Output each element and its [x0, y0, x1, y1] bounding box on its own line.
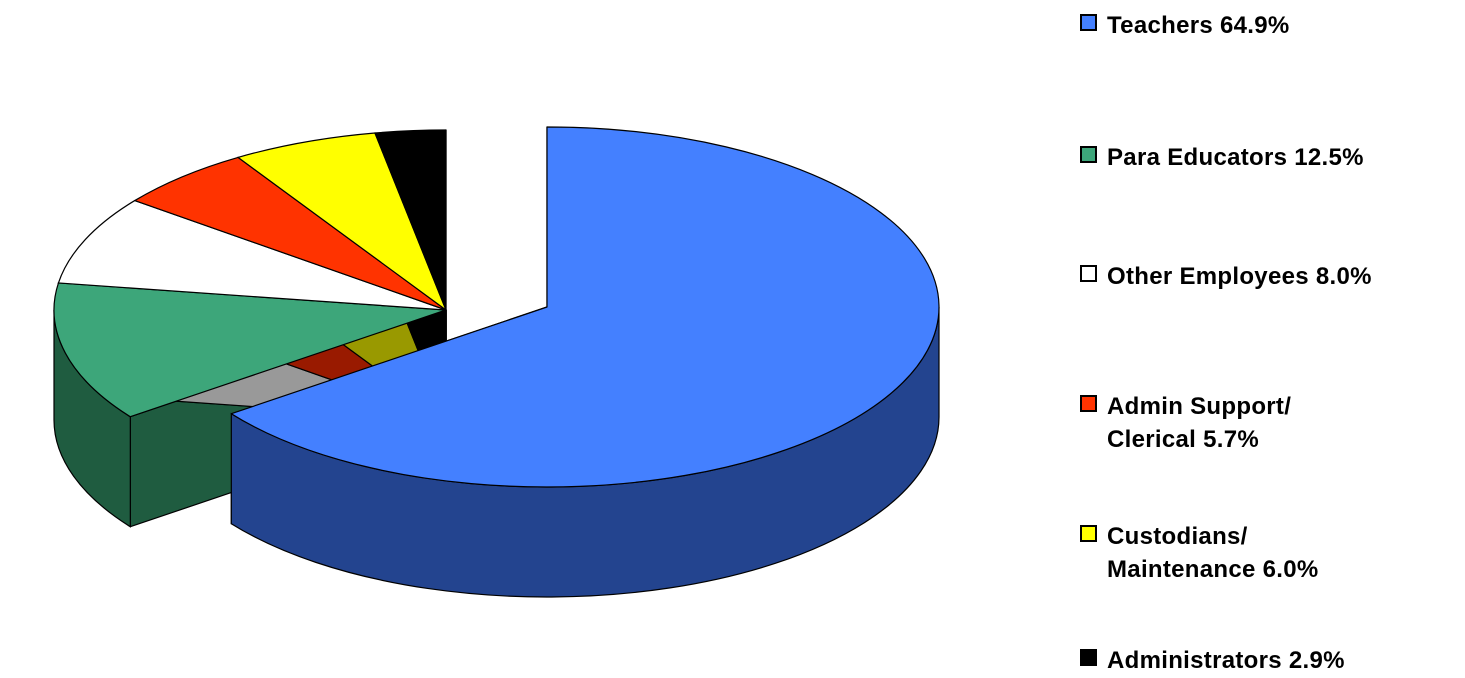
legend-item-teachers-64-9: Teachers 64.9% — [1080, 9, 1290, 42]
legend-label: Administrators 2.9% — [1107, 644, 1345, 677]
legend-label: Admin Support/Clerical 5.7% — [1107, 390, 1291, 456]
pie-chart — [53, 126, 940, 598]
legend-label-line: Custodians/ — [1107, 523, 1248, 550]
legend-label-line: Admin Support/ — [1107, 393, 1292, 420]
legend-item-custodians-maintenance-6-0: Custodians/Maintenance 6.0% — [1080, 520, 1319, 586]
legend-label-line: Teachers 64.9% — [1107, 12, 1290, 39]
legend-item-para-educators-12-5: Para Educators 12.5% — [1080, 141, 1364, 174]
legend-label-line: Para Educators 12.5% — [1107, 144, 1364, 171]
chart-legend: Teachers 64.9% Para Educators 12.5% Other … — [1080, 0, 1465, 678]
legend-item-admin-support-clerical-5-7: Admin Support/Clerical 5.7% — [1080, 390, 1291, 456]
legend-item-other-employees-8-0: Other Employees 8.0% — [1080, 260, 1372, 293]
legend-label-line: Clerical 5.7% — [1107, 426, 1259, 453]
legend-label-line: Maintenance 6.0% — [1107, 556, 1319, 583]
legend-label-line: Other Employees 8.0% — [1107, 263, 1372, 290]
legend-swatch — [1080, 525, 1097, 542]
pie-slice-para-educators-12-5 — [53, 282, 447, 418]
legend-item-administrators-2-9: Administrators 2.9% — [1080, 644, 1345, 677]
pie-slice-admin-support-clerical-5-7 — [134, 156, 447, 311]
legend-swatch — [1080, 649, 1097, 666]
legend-swatch — [1080, 265, 1097, 282]
legend-label: Other Employees 8.0% — [1107, 260, 1372, 293]
legend-swatch — [1080, 14, 1097, 31]
legend-label-line: Administrators 2.9% — [1107, 647, 1345, 674]
legend-label: Teachers 64.9% — [1107, 9, 1290, 42]
legend-label: Para Educators 12.5% — [1107, 141, 1364, 174]
pie-slice-administrators-2-9 — [374, 129, 447, 311]
legend-swatch — [1080, 395, 1097, 412]
pie-slice-teachers-64-9 — [230, 126, 940, 488]
legend-swatch — [1080, 146, 1097, 163]
pie-slice-other-employees-8-0 — [57, 199, 447, 311]
legend-label: Custodians/Maintenance 6.0% — [1107, 520, 1319, 586]
pie-slice-custodians-maintenance-6-0 — [237, 132, 447, 311]
